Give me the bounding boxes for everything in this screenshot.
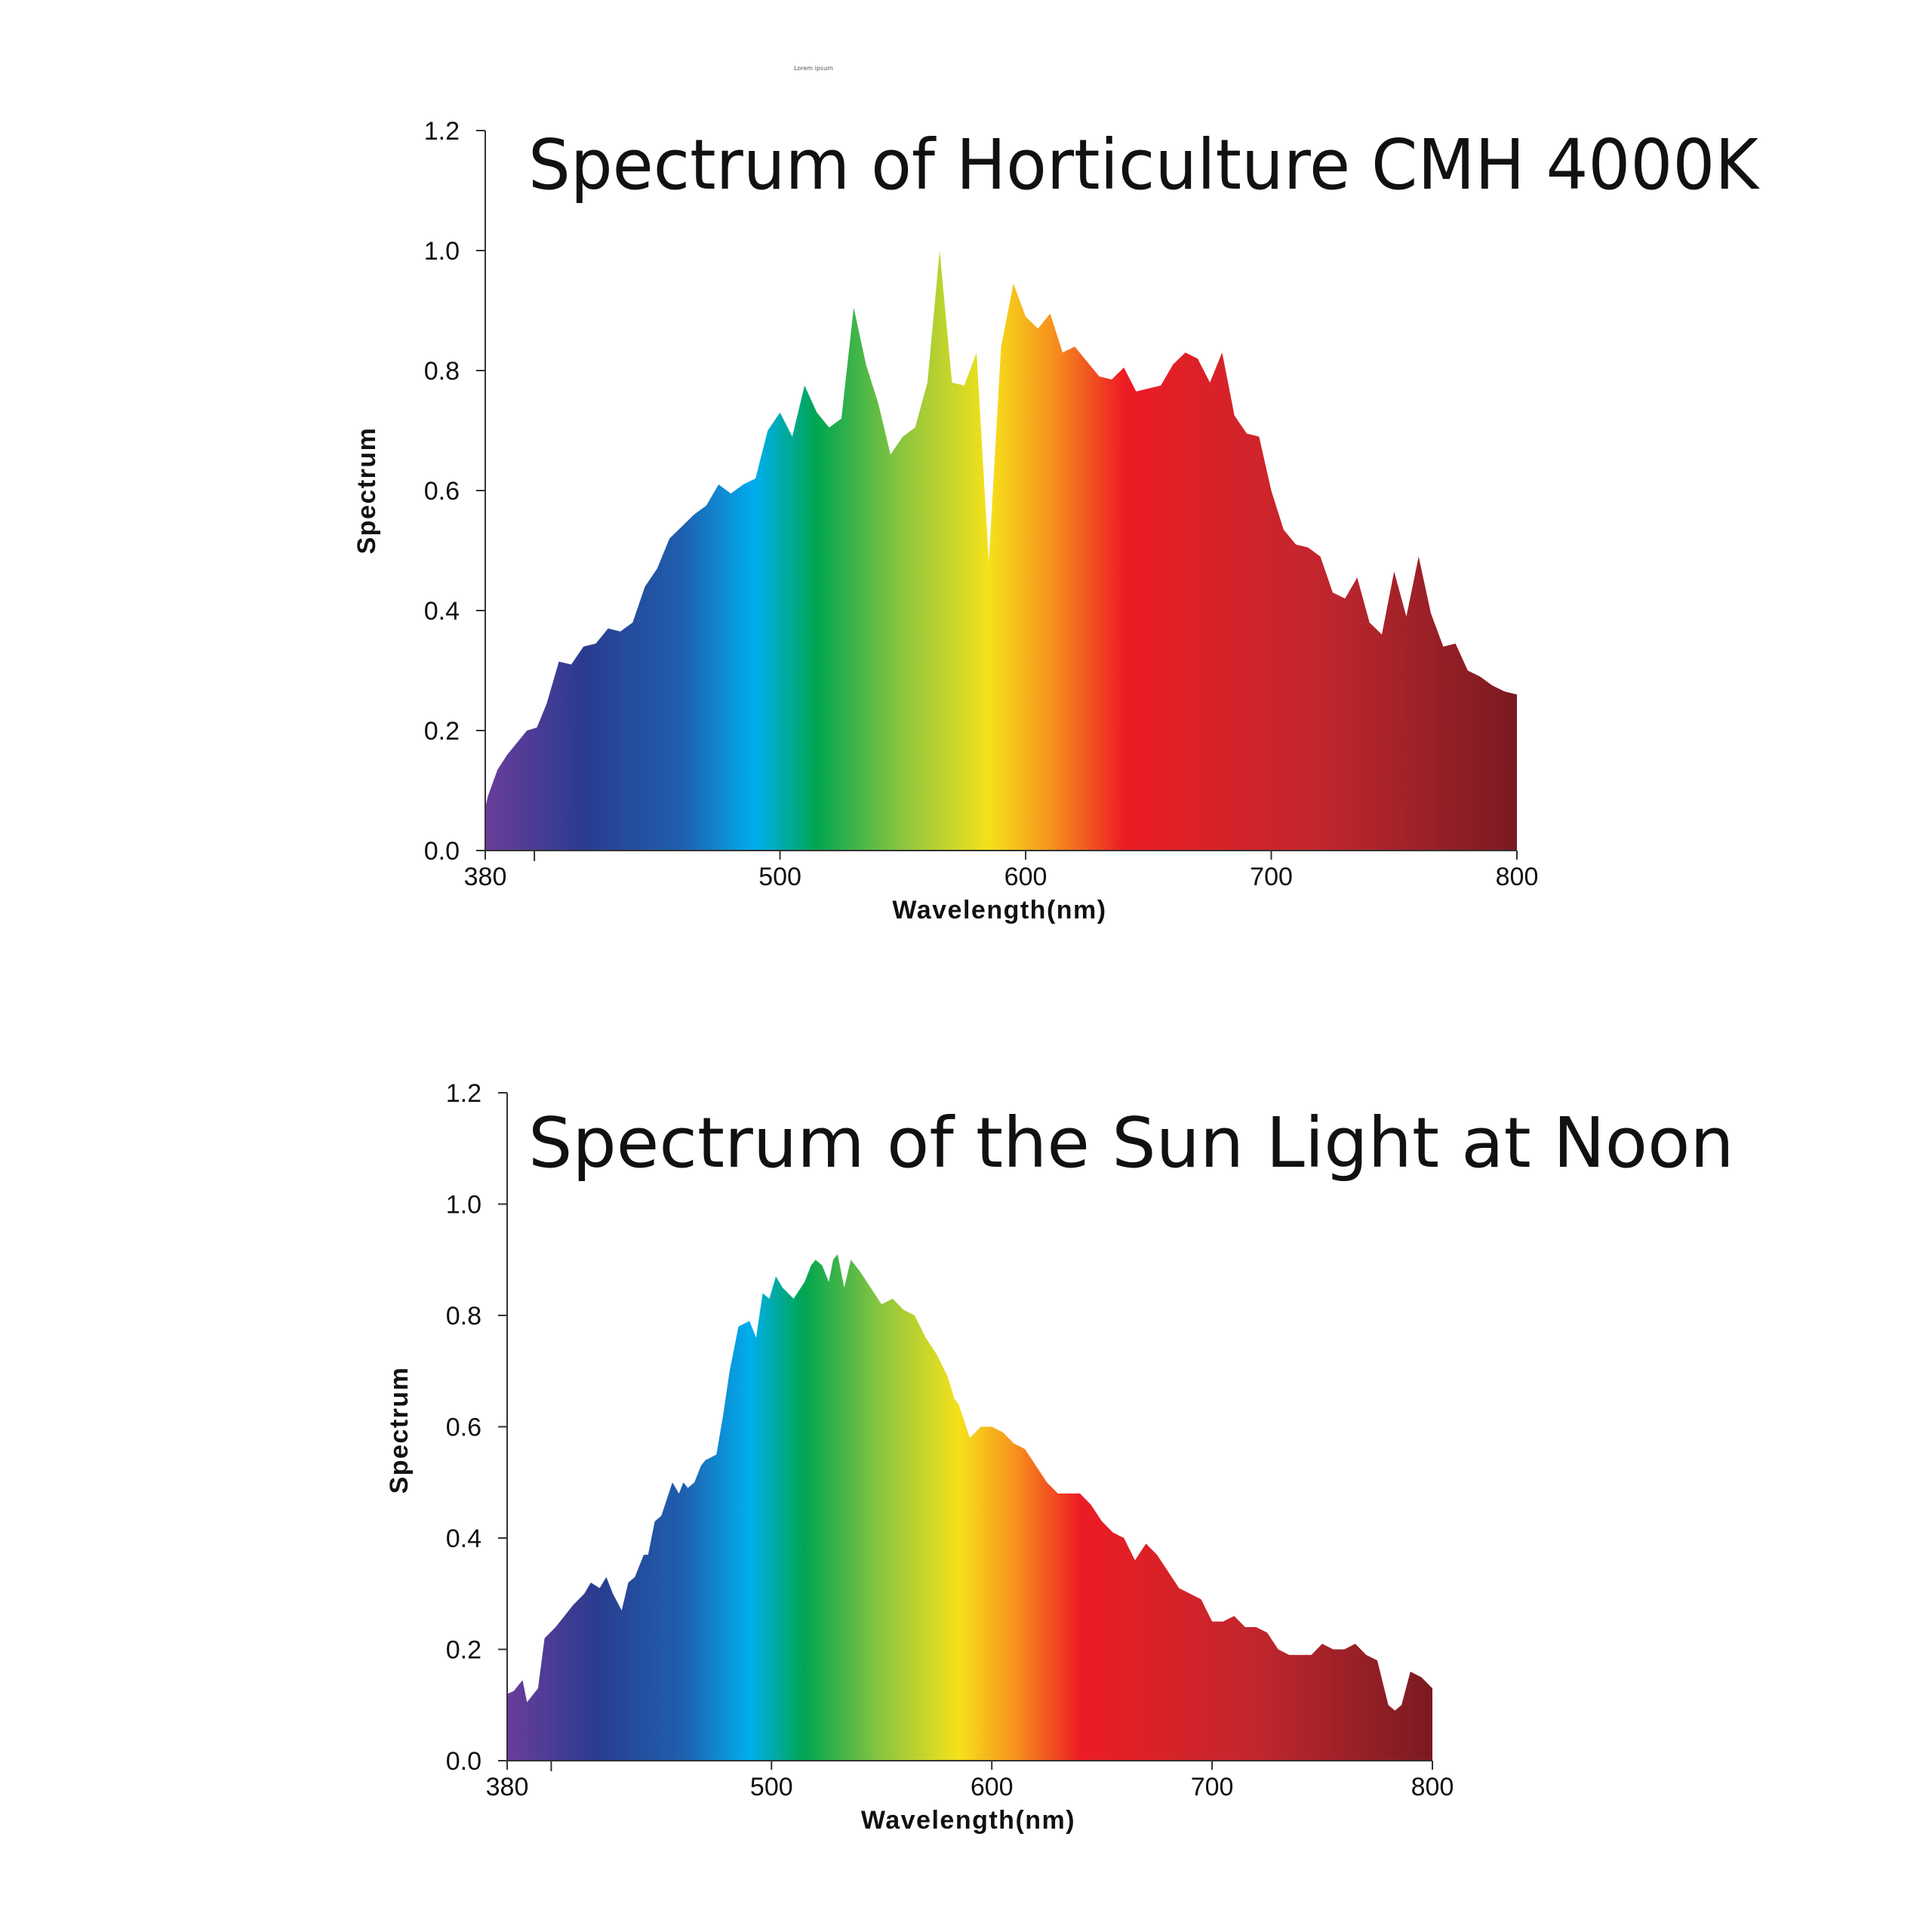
chart-title: Spectrum of Horticulture CMH 4000K — [528, 125, 1761, 205]
x-tick-label: 800 — [1411, 1773, 1454, 1801]
x-tick-label: 700 — [1191, 1773, 1234, 1801]
x-tick-label: 800 — [1496, 863, 1539, 891]
x-tick-label: 380 — [464, 863, 507, 891]
spectrum-chart-2: 0.0 0.2 0.4 0.6 0.8 1.0 1.2 380 500 600 700 800 Wave… — [385, 1079, 1734, 1835]
top-note: Lorem ipsum — [794, 65, 833, 72]
y-tick-label: 1.2 — [424, 117, 460, 146]
x-tick-label: 380 — [486, 1773, 529, 1801]
y-tick-label: 0.4 — [446, 1524, 481, 1553]
x-tick-label: 600 — [971, 1773, 1014, 1801]
y-tick-label: 0.4 — [424, 597, 460, 626]
y-tick-label: 0.8 — [446, 1302, 481, 1331]
y-tick-label: 0.2 — [446, 1636, 481, 1665]
y-tick-label: 0.8 — [424, 357, 460, 386]
y-tick-label: 0.6 — [446, 1414, 481, 1442]
chart-title: Spectrum of the Sun Light at Noon — [528, 1103, 1734, 1183]
x-tick-label: 500 — [758, 863, 801, 891]
y-tick-label: 0.0 — [446, 1747, 481, 1776]
x-axis-title: Wavelength(nm) — [861, 1806, 1075, 1835]
spectrum-chart-1: 0.0 0.2 0.4 0.6 0.8 1.0 1.2 380 500 600 700 800 Wave… — [352, 117, 1761, 924]
y-tick-label: 1.2 — [446, 1079, 481, 1108]
y-tick-label: 0.2 — [424, 717, 460, 746]
y-tick-label: 0.6 — [424, 477, 460, 506]
y-tick-label: 1.0 — [424, 237, 460, 266]
spectrum-area — [485, 251, 1517, 851]
spectrum-area — [507, 1254, 1432, 1761]
x-tick-label: 500 — [750, 1773, 793, 1801]
y-axis-title: Spectrum — [385, 1367, 414, 1494]
y-tick-label: 1.0 — [446, 1191, 481, 1220]
x-tick-label: 600 — [1004, 863, 1048, 891]
y-axis-title: Spectrum — [352, 427, 381, 555]
x-tick-label: 700 — [1250, 863, 1293, 891]
x-axis-title: Wavelength(nm) — [892, 896, 1106, 924]
y-tick-label: 0.0 — [424, 837, 460, 866]
